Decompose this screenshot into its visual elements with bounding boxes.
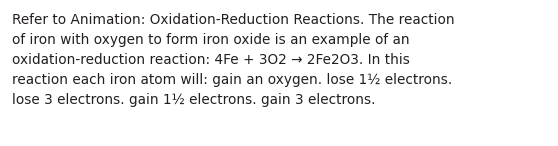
Text: Refer to Animation: Oxidation-Reduction Reactions. The reaction
of iron with oxy: Refer to Animation: Oxidation-Reduction … — [12, 13, 455, 107]
